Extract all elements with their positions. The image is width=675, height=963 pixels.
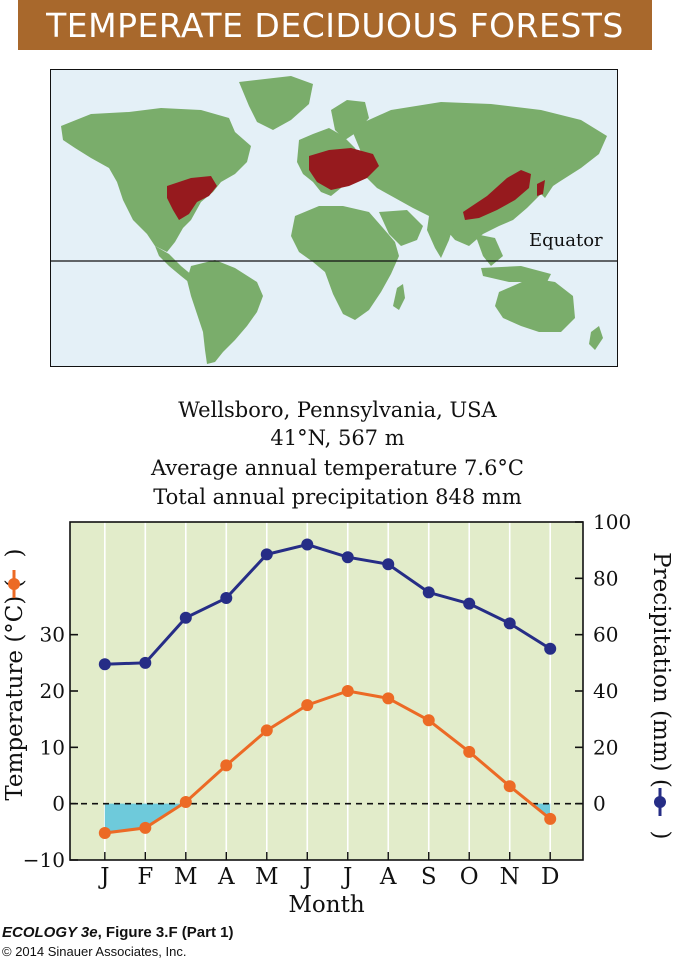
temperature-point-6	[341, 685, 354, 697]
deficit-area-winter-start	[104, 803, 184, 833]
location-line-1: Wellsboro, Pennsylvania, USA	[178, 398, 497, 422]
left-tick-label-0: 30	[40, 623, 65, 647]
precipitation-point-4	[260, 548, 273, 561]
left-tick-label-3: 0	[52, 792, 65, 816]
right-tick-label-2: 60	[593, 623, 618, 647]
right-tick-label-1: 80	[593, 566, 618, 590]
copyright-credit: © 2014 Sinauer Associates, Inc.	[2, 944, 187, 959]
temperature-point-0	[98, 826, 111, 839]
temperature-point-7	[382, 692, 395, 705]
caption-figure: , Figure 3.F (Part 1)	[97, 924, 234, 941]
precipitation-point-5	[301, 538, 314, 551]
left-tick-label-1: 20	[40, 679, 65, 703]
temperature-point-11	[544, 812, 557, 825]
x-tick-label-5: J	[301, 864, 312, 890]
x-tick-label-7: A	[379, 864, 397, 890]
temperature-point-3	[220, 759, 233, 772]
x-tick-label-2: M	[174, 864, 198, 890]
temperature-point-5	[301, 699, 314, 712]
location-line-4: Total annual precipitation 848 mm	[153, 485, 522, 509]
precipitation-point-3	[220, 592, 233, 605]
right-legend-marker	[654, 796, 666, 808]
world-map: Equator	[50, 69, 618, 367]
precipitation-point-10	[503, 617, 516, 630]
temperature-point-8	[422, 714, 435, 727]
precipitation-point-6	[341, 551, 354, 564]
left-tick-label-2: 10	[40, 735, 65, 759]
right-tick-label-0: 100	[593, 510, 631, 534]
x-tick-label-6: J	[341, 864, 352, 890]
right-axis-label: Precipitation (mm) (	[648, 552, 674, 788]
left-axis-label-end: )	[2, 549, 28, 558]
x-tick-label-1: F	[137, 864, 153, 890]
right-tick-label-3: 40	[593, 679, 618, 703]
temperature-point-2	[179, 795, 192, 808]
x-tick-label-8: S	[421, 864, 437, 890]
x-tick-label-0: J	[98, 864, 109, 890]
world-map-graphic	[51, 76, 617, 364]
figure-caption: ECOLOGY 3e, Figure 3.F (Part 1)	[2, 924, 233, 941]
temperature-line	[104, 689, 552, 835]
x-tick-label-11: D	[541, 864, 559, 890]
x-axis-label: Month	[288, 892, 364, 918]
x-tick-label-9: O	[460, 864, 479, 890]
temperature-point-9	[463, 745, 476, 758]
left-axis-label: Temperature (°C) (	[2, 579, 28, 800]
equator-label: Equator	[529, 230, 603, 251]
precipitation-point-7	[382, 558, 395, 571]
caption-book: ECOLOGY 3e	[2, 924, 98, 941]
location-line-2: 41°N, 567 m	[270, 426, 405, 450]
x-tick-label-10: N	[500, 864, 520, 890]
precipitation-point-11	[544, 642, 557, 655]
right-tick-label-4: 20	[593, 735, 618, 759]
precipitation-point-9	[463, 597, 476, 610]
precipitation-point-0	[98, 658, 111, 671]
banner-title: TEMPERATE DECIDUOUS FORESTS	[18, 0, 652, 50]
left-tick-label-4: −10	[23, 848, 65, 872]
temperature-point-1	[139, 821, 152, 834]
temperature-point-10	[503, 780, 516, 793]
left-legend-marker	[8, 578, 20, 590]
precipitation-point-1	[139, 656, 152, 669]
biome-regions	[167, 148, 545, 220]
x-tick-label-3: A	[217, 864, 235, 890]
x-tick-label-4: M	[255, 864, 279, 890]
precipitation-point-8	[422, 586, 435, 599]
right-tick-label-5: 0	[593, 792, 606, 816]
temperature-point-4	[260, 724, 273, 737]
land-masses	[61, 76, 607, 364]
right-axis-label-end: )	[648, 831, 674, 840]
location-line-3: Average annual temperature 7.6°C	[151, 456, 524, 480]
precipitation-point-2	[179, 611, 192, 624]
precipitation-line	[104, 542, 551, 666]
